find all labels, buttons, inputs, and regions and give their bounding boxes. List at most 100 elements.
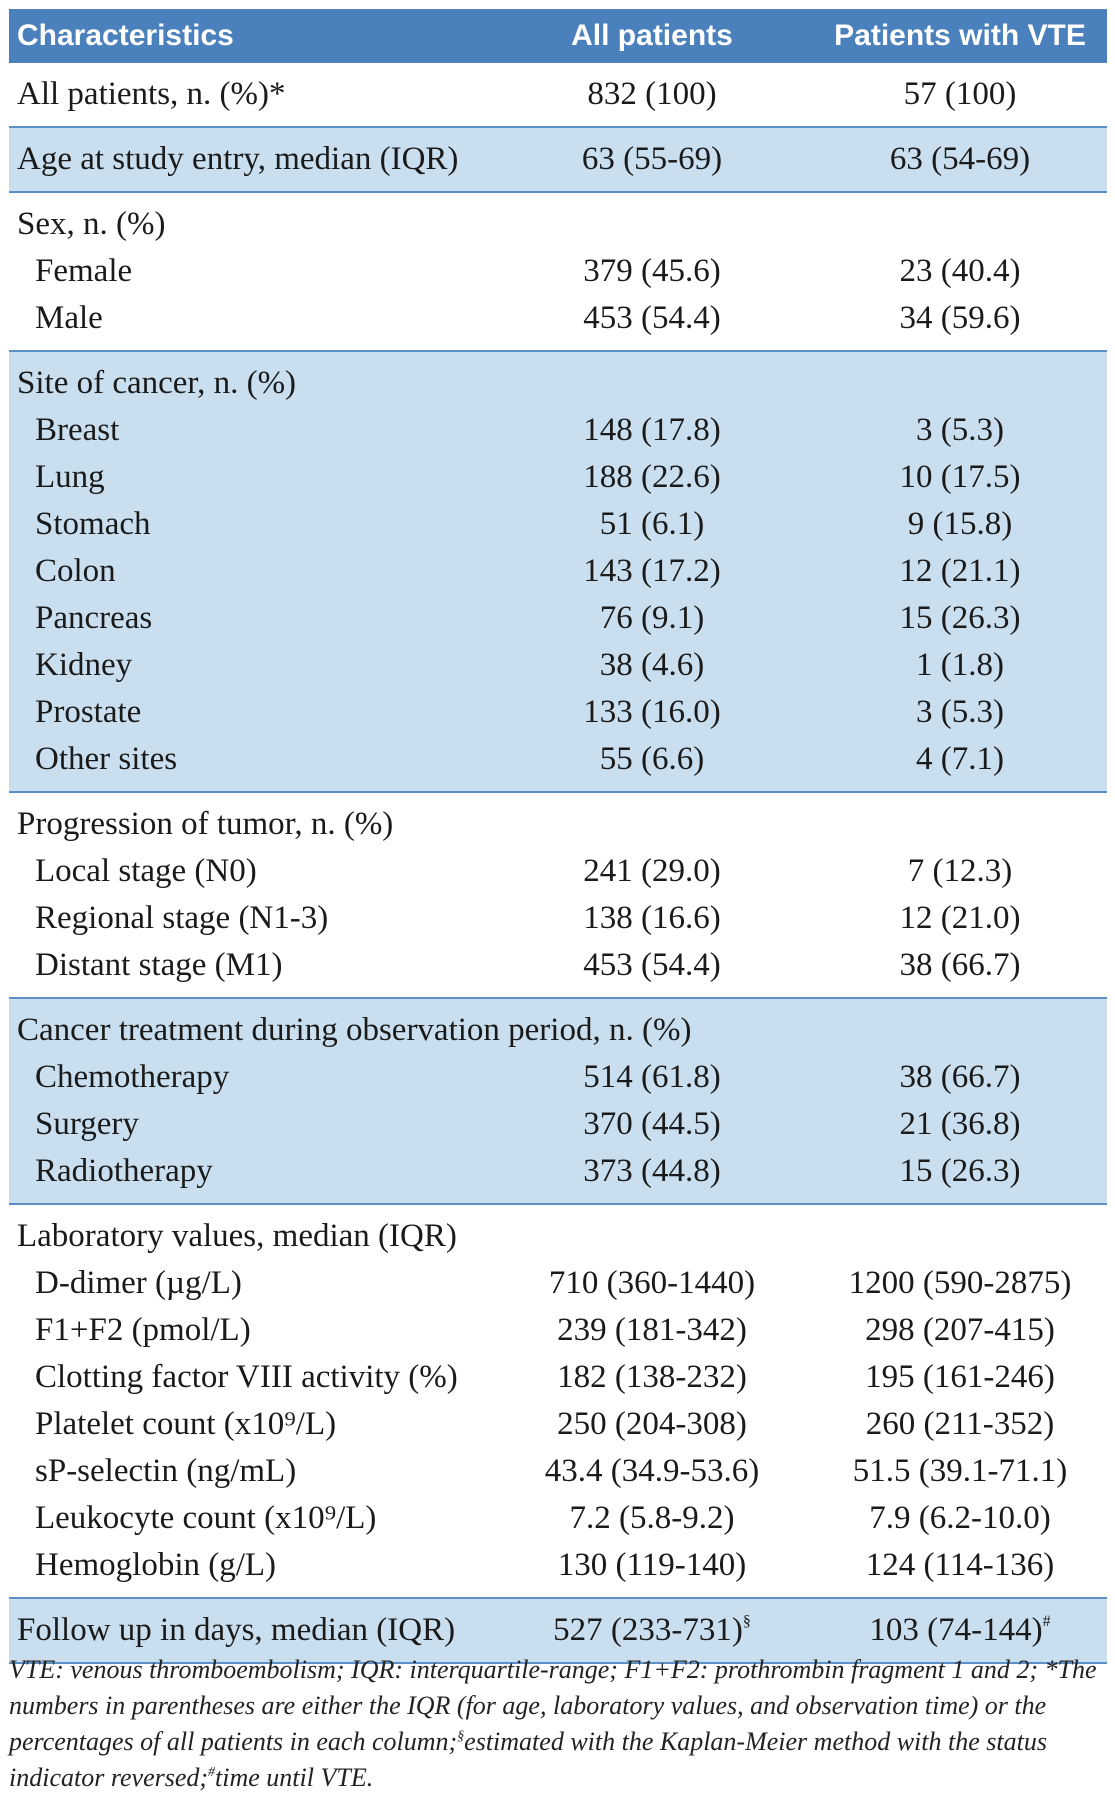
value-text: 9 (15.8) bbox=[907, 506, 1013, 542]
header-cell: Patients with VTE bbox=[834, 19, 1086, 52]
table-row: Leukocyte count (x10⁹/L) 7.2 (5.8-9.2) 7.9… bbox=[9, 1495, 1107, 1542]
value-cell: 3 (5.3) bbox=[810, 407, 1110, 454]
value-text: 298 (207-415) bbox=[865, 1312, 1055, 1348]
row-group: Cancer treatment during observation peri… bbox=[9, 999, 1107, 1205]
table-row: Chemotherapy 514 (61.8) 38 (66.7) bbox=[9, 1054, 1107, 1101]
value-text: 143 (17.2) bbox=[583, 553, 721, 589]
value-cell: 43.4 (34.9-53.6) bbox=[502, 1448, 802, 1495]
row-label: Female bbox=[35, 253, 133, 289]
value-text: 250 (204-308) bbox=[557, 1406, 747, 1442]
row-label: Other sites bbox=[35, 741, 178, 777]
value-cell: 195 (161-246) bbox=[810, 1354, 1110, 1401]
table-row: Pancreas 76 (9.1) 15 (26.3) bbox=[9, 595, 1107, 642]
group-title: Laboratory values, median (IQR) bbox=[17, 1218, 457, 1254]
row-group: Site of cancer, n. (%) Breast 148 (17.8) 3 … bbox=[9, 352, 1107, 793]
value-text: 15 (26.3) bbox=[899, 1153, 1021, 1189]
row-label: Follow up in days, median (IQR) bbox=[17, 1612, 456, 1648]
value-cell: 143 (17.2) bbox=[502, 548, 802, 595]
footnote-text: VTE: venous thromboembolism; IQR: interq… bbox=[9, 1655, 1097, 1756]
row-label: Distant stage (M1) bbox=[35, 947, 283, 983]
group-title: Progression of tumor, n. (%) bbox=[17, 806, 394, 842]
value-cell: 148 (17.8) bbox=[502, 407, 802, 454]
row-label: Lung bbox=[35, 459, 105, 495]
group-title-row: Laboratory values, median (IQR) bbox=[9, 1213, 1107, 1260]
group-title-row: Progression of tumor, n. (%) bbox=[9, 801, 1107, 848]
value-text: 15 (26.3) bbox=[899, 600, 1021, 636]
value-cell: 138 (16.6) bbox=[502, 895, 802, 942]
group-title: Cancer treatment during observation peri… bbox=[17, 1012, 692, 1048]
value-text: 373 (44.8) bbox=[583, 1153, 721, 1189]
value-cell: 21 (36.8) bbox=[810, 1101, 1110, 1148]
value-cell: 55 (6.6) bbox=[502, 736, 802, 783]
row-label: Local stage (N0) bbox=[35, 853, 257, 889]
footnote-text: time until VTE. bbox=[215, 1763, 374, 1792]
value-cell: 76 (9.1) bbox=[502, 595, 802, 642]
value-text: 182 (138-232) bbox=[557, 1359, 747, 1395]
value-cell: 12 (21.1) bbox=[810, 548, 1110, 595]
value-text: 43.4 (34.9-53.6) bbox=[544, 1453, 760, 1489]
value-cell: 15 (26.3) bbox=[810, 1148, 1110, 1195]
value-cell: 103 (74-144)# bbox=[810, 1607, 1110, 1654]
value-cell: 453 (54.4) bbox=[502, 942, 802, 989]
row-label: Age at study entry, median (IQR) bbox=[17, 141, 459, 177]
value-text: 1 (1.8) bbox=[916, 647, 1004, 683]
value-cell: 10 (17.5) bbox=[810, 454, 1110, 501]
value-text: 1200 (590-2875) bbox=[848, 1265, 1072, 1301]
value-cell: 260 (211-352) bbox=[810, 1401, 1110, 1448]
value-cell: 7 (12.3) bbox=[810, 848, 1110, 895]
value-text: 7.9 (6.2-10.0) bbox=[869, 1500, 1051, 1536]
group-title-row: Sex, n. (%) bbox=[9, 201, 1107, 248]
row-label: Regional stage (N1-3) bbox=[35, 900, 329, 936]
table-row: Colon 143 (17.2) 12 (21.1) bbox=[9, 548, 1107, 595]
value-text: 453 (54.4) bbox=[583, 300, 721, 336]
row-label: Pancreas bbox=[35, 600, 153, 636]
table-row: Stomach 51 (6.1) 9 (15.8) bbox=[9, 501, 1107, 548]
value-cell: 188 (22.6) bbox=[502, 454, 802, 501]
table-row: Hemoglobin (g/L) 130 (119-140) 124 (114-13… bbox=[9, 1542, 1107, 1589]
value-text: 188 (22.6) bbox=[583, 459, 721, 495]
value-text: 239 (181-342) bbox=[557, 1312, 747, 1348]
value-text: 832 (100) bbox=[587, 76, 717, 112]
row-label: Colon bbox=[35, 553, 116, 589]
value-text: 133 (16.0) bbox=[583, 694, 721, 730]
value-cell: 3 (5.3) bbox=[810, 689, 1110, 736]
table-row: Lung 188 (22.6) 10 (17.5) bbox=[9, 454, 1107, 501]
value-note: # bbox=[1042, 1613, 1051, 1630]
value-text: 4 (7.1) bbox=[916, 741, 1004, 777]
table-row: Female 379 (45.6) 23 (40.4) bbox=[9, 248, 1107, 295]
table-row: Prostate 133 (16.0) 3 (5.3) bbox=[9, 689, 1107, 736]
value-text: 3 (5.3) bbox=[916, 694, 1004, 730]
value-cell: 527 (233-731)§ bbox=[502, 1607, 802, 1654]
value-cell: 133 (16.0) bbox=[502, 689, 802, 736]
value-cell: 379 (45.6) bbox=[502, 248, 802, 295]
table-row: Other sites 55 (6.6) 4 (7.1) bbox=[9, 736, 1107, 783]
table-row: F1+F2 (pmol/L) 239 (181-342) 298 (207-415) bbox=[9, 1307, 1107, 1354]
value-text: 12 (21.1) bbox=[899, 553, 1021, 589]
value-text: 527 (233-731) bbox=[553, 1612, 743, 1648]
group-title-row: Site of cancer, n. (%) bbox=[9, 360, 1107, 407]
value-text: 260 (211-352) bbox=[865, 1406, 1055, 1442]
value-cell: 250 (204-308) bbox=[502, 1401, 802, 1448]
value-cell: 239 (181-342) bbox=[502, 1307, 802, 1354]
row-label: Kidney bbox=[35, 647, 133, 683]
table-row: Follow up in days, median (IQR) 527 (233-… bbox=[9, 1607, 1107, 1654]
row-label: D-dimer (µg/L) bbox=[35, 1265, 242, 1301]
value-cell: 7.2 (5.8-9.2) bbox=[502, 1495, 802, 1542]
value-text: 21 (36.8) bbox=[899, 1106, 1021, 1142]
header-cell: All patients bbox=[571, 19, 733, 52]
table-row: Age at study entry, median (IQR) 63 (55-6… bbox=[9, 136, 1107, 183]
value-text: 76 (9.1) bbox=[599, 600, 705, 636]
value-cell: 38 (66.7) bbox=[810, 1054, 1110, 1101]
value-text: 38 (66.7) bbox=[899, 1059, 1021, 1095]
footnote-mark: # bbox=[208, 1765, 216, 1780]
value-cell: 51 (6.1) bbox=[502, 501, 802, 548]
table-row: All patients, n. (%)* 832 (100) 57 (100) bbox=[9, 71, 1107, 118]
value-text: 241 (29.0) bbox=[583, 853, 721, 889]
value-text: 34 (59.6) bbox=[899, 300, 1021, 336]
table: Characteristics All patients Patients wi… bbox=[9, 9, 1107, 1664]
value-text: 453 (54.4) bbox=[583, 947, 721, 983]
table-row: Surgery 370 (44.5) 21 (36.8) bbox=[9, 1101, 1107, 1148]
row-label: Breast bbox=[35, 412, 120, 448]
value-text: 138 (16.6) bbox=[583, 900, 721, 936]
row-label: Platelet count (x10⁹/L) bbox=[35, 1406, 337, 1442]
